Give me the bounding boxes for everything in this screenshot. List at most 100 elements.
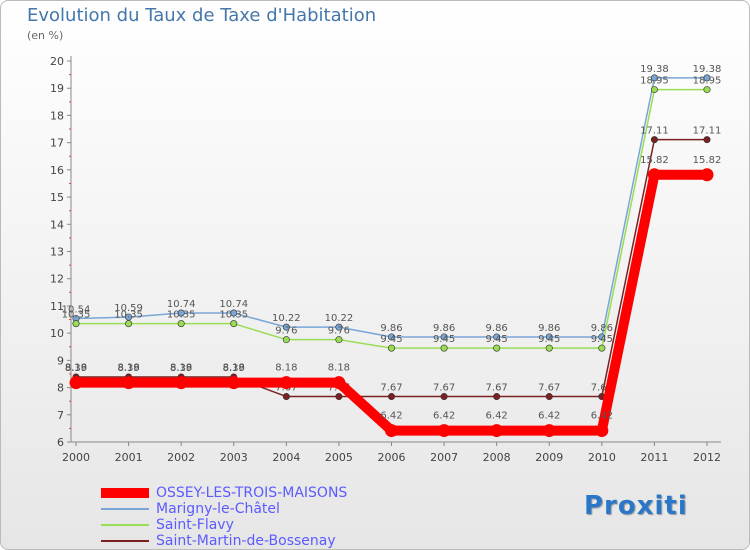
legend: OSSEY-LES-TROIS-MAISONS Marigny-le-Châtel… xyxy=(101,485,431,549)
data-label: 6.42 xyxy=(433,411,455,422)
y-tick-label: 7 xyxy=(57,409,64,422)
data-label: 10.22 xyxy=(325,313,354,324)
data-label: 19.38 xyxy=(640,64,669,75)
data-point xyxy=(493,344,501,352)
data-label: 10.74 xyxy=(219,299,248,310)
legend-swatch xyxy=(101,508,149,510)
legend-label: OSSEY-LES-TROIS-MAISONS xyxy=(156,485,348,501)
data-point xyxy=(227,376,241,390)
data-label: 9.45 xyxy=(380,334,402,345)
data-label: 15.82 xyxy=(693,155,722,166)
data-point xyxy=(545,344,553,352)
data-point xyxy=(387,333,395,341)
data-point xyxy=(650,136,658,144)
data-point xyxy=(72,320,80,328)
data-label: 6.42 xyxy=(380,411,402,422)
x-tick-label: 2006 xyxy=(378,451,406,464)
x-tick-label: 2011 xyxy=(640,451,668,464)
data-label: 10.59 xyxy=(114,303,143,314)
data-label: 10.54 xyxy=(62,304,91,315)
x-tick-label: 2004 xyxy=(272,451,300,464)
legend-item: Saint-Martin-de-Bossenay xyxy=(101,533,431,549)
data-label: 9.45 xyxy=(538,334,560,345)
data-point xyxy=(177,320,185,328)
data-label: 9.86 xyxy=(380,323,402,334)
x-tick-label: 2003 xyxy=(220,451,248,464)
y-tick-label: 10 xyxy=(50,327,64,340)
data-point xyxy=(230,309,238,317)
data-label: 8.18 xyxy=(170,363,192,374)
chart-title: Evolution du Taux de Taxe d'Habitation xyxy=(27,5,377,26)
data-point xyxy=(230,320,238,328)
data-point xyxy=(122,376,136,390)
y-tick-label: 13 xyxy=(50,246,64,259)
y-tick-label: 12 xyxy=(50,273,64,286)
x-tick-label: 2002 xyxy=(167,451,195,464)
data-label: 8.18 xyxy=(223,363,245,374)
y-tick-label: 19 xyxy=(50,82,64,95)
x-tick-label: 2008 xyxy=(483,451,511,464)
legend-label: Marigny-le-Châtel xyxy=(156,501,280,517)
data-label: 8.18 xyxy=(328,363,350,374)
y-tick-label: 18 xyxy=(50,109,64,122)
x-tick-label: 2001 xyxy=(115,451,143,464)
data-point xyxy=(174,376,188,390)
data-point xyxy=(650,86,658,94)
data-point xyxy=(700,168,714,182)
data-point xyxy=(332,376,346,390)
y-tick-label: 6 xyxy=(57,436,64,449)
data-label: 8.39 xyxy=(65,363,87,374)
x-tick-label: 2009 xyxy=(535,451,563,464)
x-tick-label: 2000 xyxy=(62,451,90,464)
data-label: 6.42 xyxy=(591,411,613,422)
data-point xyxy=(545,333,553,341)
data-label: 8.18 xyxy=(117,363,139,374)
data-point xyxy=(282,336,290,344)
data-label: 9.76 xyxy=(328,326,350,337)
y-tick-label: 17 xyxy=(50,137,64,150)
data-point xyxy=(335,336,343,344)
y-tick-label: 11 xyxy=(50,300,64,313)
legend-label: Saint-Flavy xyxy=(156,517,234,533)
data-point xyxy=(282,393,290,401)
data-label: 9.86 xyxy=(433,323,455,334)
data-point xyxy=(493,393,501,401)
data-label: 8.18 xyxy=(275,363,297,374)
data-point xyxy=(279,376,293,390)
data-label: 10.74 xyxy=(167,299,196,310)
y-tick-label: 15 xyxy=(50,191,64,204)
data-point xyxy=(440,333,448,341)
data-point xyxy=(493,333,501,341)
data-point xyxy=(335,393,343,401)
data-label: 15.82 xyxy=(640,155,669,166)
legend-swatch xyxy=(101,540,149,542)
data-label: 6.42 xyxy=(486,411,508,422)
legend-label: Saint-Martin-de-Bossenay xyxy=(156,533,336,549)
data-point xyxy=(440,344,448,352)
data-point xyxy=(595,424,609,438)
y-tick-label: 20 xyxy=(50,55,64,68)
data-point xyxy=(490,424,504,438)
data-point xyxy=(177,309,185,317)
data-label: 7.67 xyxy=(380,383,402,394)
data-label: 10.35 xyxy=(167,310,196,321)
data-point xyxy=(703,136,711,144)
y-axis-unit: (en %) xyxy=(27,29,64,42)
data-label: 8.39 xyxy=(223,363,245,374)
data-point xyxy=(387,344,395,352)
data-label: 9.86 xyxy=(486,323,508,334)
data-label: 19.38 xyxy=(693,64,722,75)
data-point xyxy=(650,74,658,82)
data-label: 6.42 xyxy=(538,411,560,422)
legend-swatch xyxy=(101,524,149,526)
y-tick-label: 14 xyxy=(50,218,64,231)
data-label: 10.22 xyxy=(272,313,301,324)
data-label: 8.18 xyxy=(65,363,87,374)
data-label: 8.39 xyxy=(170,363,192,374)
data-point xyxy=(440,393,448,401)
data-point xyxy=(598,344,606,352)
data-label: 18.95 xyxy=(693,76,722,87)
x-tick-label: 2012 xyxy=(693,451,721,464)
data-label: 7.67 xyxy=(433,383,455,394)
